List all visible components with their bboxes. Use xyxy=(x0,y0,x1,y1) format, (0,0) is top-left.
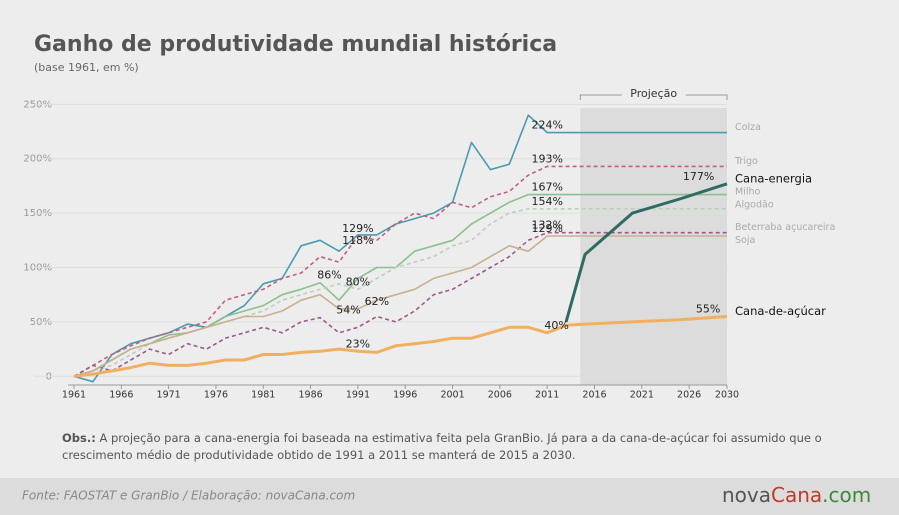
chart-subtitle: (base 1961, em %) xyxy=(34,61,139,74)
value-label: 224% xyxy=(531,119,562,132)
x-tick-label: 2021 xyxy=(630,390,654,401)
x-tick-label: 2026 xyxy=(677,390,701,401)
x-tick-label: 2001 xyxy=(440,390,464,401)
series-line xyxy=(73,235,727,378)
source: Fonte: FAOSTAT e GranBio / Elaboração: n… xyxy=(22,489,355,503)
series-line xyxy=(73,208,727,378)
value-label: 118% xyxy=(342,234,373,247)
series-line xyxy=(73,193,727,378)
value-label: 40% xyxy=(544,319,568,332)
x-tick-label: 2006 xyxy=(488,390,512,401)
projection-label: Projeção xyxy=(630,87,677,100)
value-label: 154% xyxy=(531,195,562,208)
value-label: 80% xyxy=(346,275,370,288)
logo: novaCana.com xyxy=(722,483,871,507)
value-label: 62% xyxy=(365,295,389,308)
legend-label: Cana-energia xyxy=(735,171,812,185)
value-label: 193% xyxy=(531,152,562,165)
x-tick-label: 1996 xyxy=(393,390,417,401)
series-line xyxy=(73,315,728,378)
series-line xyxy=(73,165,727,377)
value-label: 54% xyxy=(336,304,360,317)
chart-title: Ganho de produtividade mundial histórica xyxy=(34,32,557,57)
legend-label: Soja xyxy=(735,235,755,246)
value-label: 167% xyxy=(531,181,562,194)
x-tick-label: 1976 xyxy=(204,390,228,401)
legend-label: Milho xyxy=(735,186,760,197)
x-tick-label: 1971 xyxy=(157,390,181,401)
projection-label-bg xyxy=(621,88,686,102)
logo-part: .com xyxy=(822,483,871,507)
legend-label: Trigo xyxy=(734,156,758,167)
series-line xyxy=(564,182,728,323)
x-tick-label: 2011 xyxy=(535,390,559,401)
value-label: 132% xyxy=(531,219,562,232)
x-tick-label: 1966 xyxy=(109,390,133,401)
value-label: 23% xyxy=(346,337,370,350)
legend-label: Beterraba açucareira xyxy=(735,222,835,233)
footer-band xyxy=(0,478,899,515)
value-label: 129% xyxy=(342,222,373,235)
legend-label: Colza xyxy=(735,122,761,133)
x-tick-label: 1981 xyxy=(251,390,275,401)
projection-band xyxy=(580,108,727,385)
value-label: 177% xyxy=(683,170,714,183)
value-label: 55% xyxy=(696,302,720,315)
note: Obs.: A projeção para a cana-energia foi… xyxy=(62,430,822,464)
legend-label: Cana-de-açúcar xyxy=(735,304,826,318)
note-text: A projeção para a cana-energia foi basea… xyxy=(62,431,822,462)
x-tick-label: 2016 xyxy=(582,390,606,401)
series-line xyxy=(73,114,727,383)
x-tick-label: 2030 xyxy=(715,390,739,401)
note-lead: Obs.: xyxy=(62,431,96,445)
logo-part: Cana xyxy=(771,483,822,507)
legend-label: Algodão xyxy=(735,199,774,210)
value-label: 86% xyxy=(317,269,341,282)
x-tick-label: 1991 xyxy=(346,390,370,401)
x-tick-label: 1961 xyxy=(62,390,86,401)
x-tick-label: 1986 xyxy=(299,390,323,401)
logo-part: nova xyxy=(722,483,771,507)
value-label: 129% xyxy=(531,222,562,235)
